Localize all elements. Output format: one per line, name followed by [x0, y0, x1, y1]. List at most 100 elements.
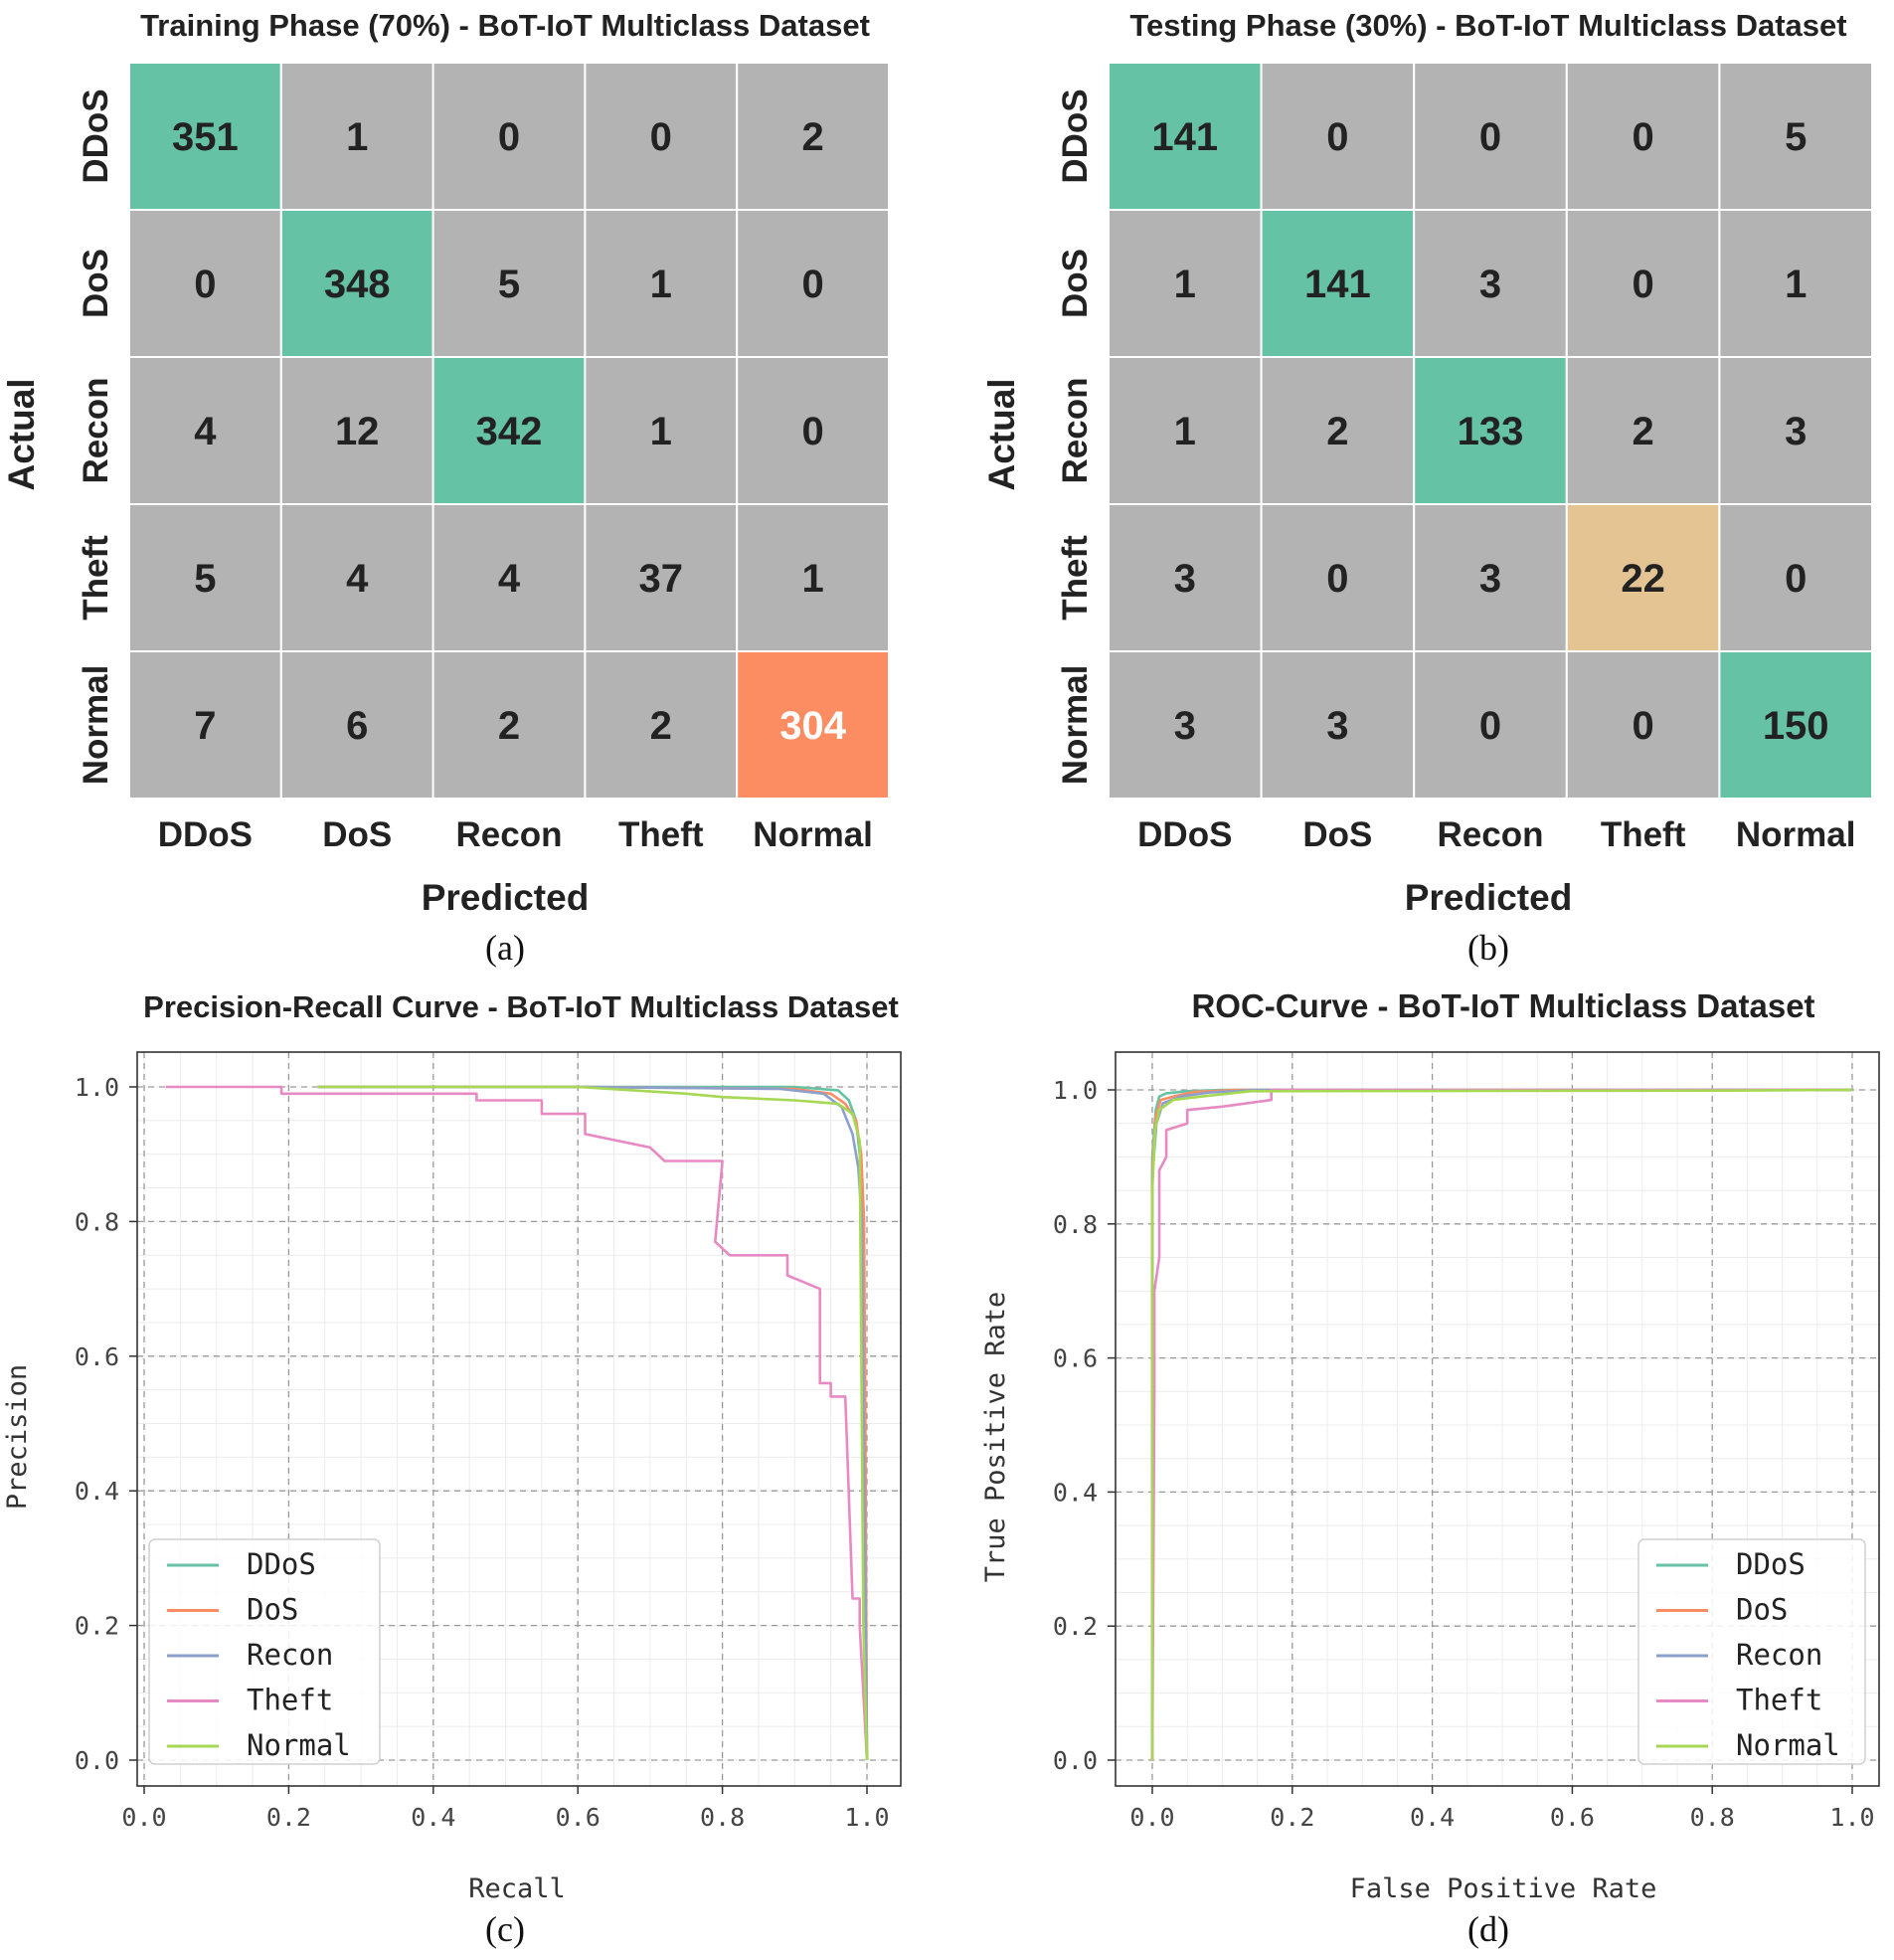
matrix-cell-theft-dos — [1260, 503, 1416, 652]
legend-label: DDoS — [1736, 1547, 1806, 1581]
cell-value: 1 — [1785, 263, 1807, 306]
precision-recall-panel: Precision-Recall Curve - BoT-IoT Multicl… — [2, 989, 902, 1949]
y-tick-label: 0.0 — [75, 1746, 119, 1775]
matrix-cell-theft-dos — [279, 503, 434, 652]
matrix-cell-dos-ddos — [1108, 209, 1263, 358]
legend-label: DDoS — [247, 1547, 316, 1581]
confusion-matrix-grid: 141 0 0 0 5 1 141 3 0 1 1 2 133 2 3 3 0 3 22 0 3 3 0 0 150 — [1108, 62, 1874, 800]
matrix-cell-normal-dos — [279, 650, 434, 800]
y-tick-label: 0.8 — [1053, 1210, 1098, 1239]
cell-value: 3 — [1479, 557, 1501, 601]
cell-value: 0 — [1632, 704, 1653, 748]
matrix-cell-recon-normal — [1718, 356, 1874, 505]
matrix-cell-normal-ddos — [128, 650, 282, 800]
matrix-cell-dos-recon — [431, 209, 587, 358]
matrix-cell-ddos-recon — [1413, 62, 1568, 211]
cell-value: 0 — [1326, 557, 1348, 601]
matrix-cell-normal-ddos — [1108, 650, 1263, 800]
matrix-cell-ddos-recon — [431, 62, 587, 211]
x-tick-label: 0.6 — [556, 1803, 601, 1832]
x-tick-label: Theft — [1601, 815, 1686, 854]
matrix-cell-ddos-ddos — [128, 62, 282, 211]
series-line-normal — [1150, 1088, 1853, 1760]
legend-label: DoS — [247, 1593, 298, 1627]
legend-label: Recon — [247, 1638, 333, 1672]
matrix-cell-normal-recon — [1413, 650, 1568, 800]
legend-box — [148, 1538, 381, 1765]
cell-value: 37 — [639, 557, 684, 601]
cell-value: 0 — [1479, 704, 1501, 748]
plot-frame — [136, 1051, 902, 1787]
y-tick-label: Theft — [1056, 535, 1095, 621]
cell-value: 2 — [801, 115, 823, 159]
cell-value: 22 — [1621, 557, 1665, 601]
legend-label: Theft — [1736, 1684, 1822, 1717]
x-tick-label: Recon — [456, 815, 563, 854]
cell-value: 5 — [194, 557, 216, 601]
legend-box — [1637, 1538, 1866, 1765]
cell-value: 0 — [801, 263, 823, 306]
matrix-cell-ddos-normal — [1718, 62, 1874, 211]
x-tick-label: Normal — [753, 815, 873, 854]
matrix-cell-ddos-theft — [1565, 62, 1721, 211]
cell-value: 2 — [1326, 410, 1348, 453]
y-tick-label: 1.0 — [75, 1073, 119, 1102]
matrix-cell-normal-recon — [431, 650, 587, 800]
matrix-cell-recon-normal — [736, 356, 891, 505]
x-tick-labels: DDoS DoS Recon Theft Normal — [1137, 815, 1855, 854]
y-tick-label: Recon — [77, 378, 115, 484]
cell-value: 0 — [801, 410, 823, 453]
cell-value: 2 — [650, 704, 672, 748]
matrix-cell-ddos-theft — [584, 62, 739, 211]
x-tick-label: 0.2 — [266, 1803, 311, 1832]
matrix-cell-recon-theft — [1565, 356, 1721, 505]
x-tick-label: Recon — [1438, 815, 1544, 854]
matrix-cell-recon-recon — [431, 356, 587, 505]
x-axis-label: Predicted — [422, 877, 590, 918]
matrix-cell-ddos-normal — [736, 62, 891, 211]
matrix-cell-normal-normal — [1718, 650, 1874, 800]
y-tick-label: 0.2 — [1053, 1612, 1098, 1641]
cell-value: 5 — [498, 263, 520, 306]
y-tick-label: Theft — [77, 535, 115, 621]
series-line-recon — [317, 1085, 869, 1761]
series-line-theft — [165, 1085, 869, 1761]
y-tick-label: 1.0 — [1053, 1076, 1098, 1105]
cell-value: 0 — [1785, 557, 1807, 601]
legend-label: Normal — [247, 1728, 351, 1762]
cell-value: 1 — [650, 410, 672, 453]
legend-label: DoS — [1736, 1593, 1788, 1627]
matrix-cell-recon-dos — [1260, 356, 1416, 505]
x-tick-label: 0.0 — [1129, 1803, 1174, 1832]
y-tick-label: 0.8 — [75, 1207, 119, 1236]
y-tick-labels: DDoS DoS Recon Theft Normal — [77, 89, 115, 785]
plot-area: 0.0 0.2 0.4 0.6 0.8 1.0 0.0 0.2 0.4 0.6 0.8 1.0 DDoS… — [75, 1051, 902, 1832]
x-tick-label: 0.0 — [121, 1803, 166, 1832]
legend: DDoS DoS Recon Theft Normal — [1637, 1538, 1866, 1765]
cell-value: 150 — [1763, 704, 1829, 748]
y-tick-label: 0.6 — [75, 1342, 119, 1371]
x-tick-label: 0.4 — [411, 1803, 455, 1832]
x-tick-label: 0.4 — [1410, 1803, 1455, 1832]
confusion-matrix-training-panel: Training Phase (70%) - BoT-IoT Multiclas… — [1, 8, 891, 968]
x-tick-label: 0.6 — [1550, 1803, 1595, 1832]
y-tick-labels: DDoS DoS Recon Theft Normal — [1056, 89, 1095, 785]
x-tick-label: DoS — [322, 815, 392, 854]
legend: DDoS DoS Recon Theft Normal — [148, 1538, 381, 1765]
cell-value: 2 — [498, 704, 520, 748]
y-tick-label: 0.2 — [75, 1612, 119, 1641]
matrix-cell-theft-recon — [1413, 503, 1568, 652]
panel-title: ROC-Curve - BoT-IoT Multiclass Dataset — [1191, 987, 1814, 1024]
y-tick-label: DoS — [77, 249, 115, 318]
cell-value: 4 — [346, 557, 369, 601]
cell-value: 12 — [335, 410, 380, 453]
cell-value: 0 — [650, 115, 672, 159]
cell-value: 1 — [1174, 263, 1196, 306]
x-tick-labels: DDoS DoS Recon Theft Normal — [158, 815, 873, 854]
y-axis-label: Actual — [981, 378, 1022, 490]
cell-value: 0 — [1632, 115, 1653, 159]
y-tick-label: 0.0 — [1053, 1746, 1098, 1775]
x-tick-label: DDoS — [158, 815, 253, 854]
confusion-matrix-testing-panel: Testing Phase (30%) - BoT-IoT Multiclass… — [981, 8, 1874, 968]
